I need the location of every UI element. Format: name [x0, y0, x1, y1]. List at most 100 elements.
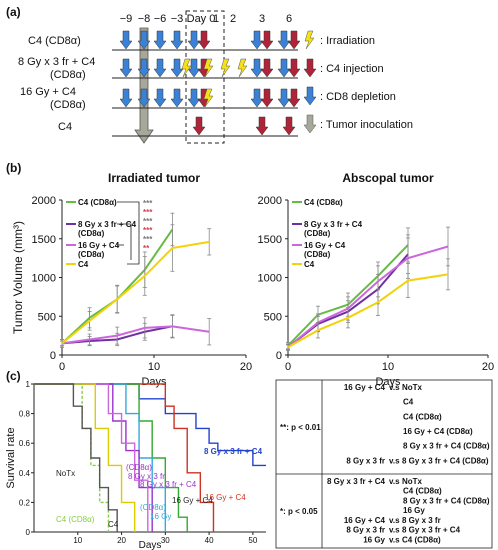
legend-label: C4 (CD8α) — [78, 198, 117, 207]
comparison-group: 16 Gy + C4 — [344, 383, 386, 392]
y-tick-label: 500 — [264, 311, 282, 323]
comparison-group: 16 Gy + C4 — [344, 516, 386, 525]
comparison-vs: v.s — [389, 477, 400, 486]
table-border — [275, 379, 493, 549]
y-tick-label: 1000 — [258, 273, 282, 285]
cd8-depletion-arrow — [137, 30, 151, 50]
significance-stars: *** — [143, 235, 153, 244]
cd8-depletion-arrow — [170, 58, 184, 78]
series-line-3 — [61, 240, 210, 345]
significance-level: *: p < 0.05 — [280, 507, 318, 516]
chart-title: Abscopal tumor — [342, 171, 434, 185]
x-tick-label: 20 — [482, 361, 494, 373]
significance-stars: *** — [143, 226, 153, 235]
schedule-row-label: C4 — [58, 121, 72, 133]
x-tick-label: 10 — [148, 361, 160, 373]
series-line-3 — [287, 273, 449, 349]
comparison-vs: v.s — [389, 383, 400, 392]
schedule-legend-label: : CD8 depletion — [320, 91, 396, 103]
cd8-depletion-arrow — [119, 30, 133, 50]
x-tick-label: 10 — [382, 361, 394, 373]
y-tick-label: 0 — [276, 350, 282, 362]
panel-a-label: (a) — [6, 5, 21, 19]
comparison-target: 16 Gy + C4 (CD8α) — [403, 427, 473, 436]
x-axis-label: Days — [375, 376, 401, 388]
comparison-group: 8 Gy x 3 fr + C4 — [327, 477, 386, 486]
chart-title: Irradiated tumor — [108, 171, 200, 185]
c4-injection-arrow — [287, 30, 301, 50]
legend-label-cont: (CD8α) — [304, 250, 331, 259]
day-label: −3 — [171, 13, 184, 25]
day-label: 3 — [259, 13, 265, 25]
cd8-depletion-arrow — [250, 88, 264, 108]
comparison-target: C4 — [403, 398, 414, 407]
x-tick-label: 0 — [285, 361, 291, 373]
tumor-inoculation-legend-arrow — [303, 114, 317, 134]
legend-label-cont: (CD8α) — [304, 229, 331, 238]
survival-curve-label: 16 Gy — [150, 512, 171, 521]
cd8-depletion-arrow — [153, 88, 167, 108]
legend-label: C4 — [78, 260, 89, 269]
survival-chart: 0 0.2 0.4 0.6 0.8 1 10 20 30 40 50 Days Survival rat… — [5, 380, 266, 550]
cd8-depletion-arrow — [153, 58, 167, 78]
cd8-depletion-arrow — [137, 58, 151, 78]
schedule-row-label: 16 Gy + C4 — [20, 86, 76, 98]
series-line-2 — [287, 245, 449, 349]
panel-b-label: (b) — [6, 161, 21, 175]
legend-label: 8 Gy x 3 fr + C4 — [78, 220, 137, 229]
irradiation-icon — [203, 58, 214, 78]
comparison-target: 8 Gy x 3 fr + C4 — [402, 526, 461, 535]
cd8-depletion-arrow — [137, 88, 151, 108]
y-tick-label: 2000 — [258, 195, 282, 207]
schedule-row-label-2: (CD8α) — [50, 69, 86, 81]
comparison-target: 8 Gy x 3 fr — [402, 516, 441, 525]
comparison-group: 8 Gy x 3 fr — [346, 526, 385, 535]
c4-injection-arrow — [197, 30, 211, 50]
irradiation-icon — [237, 58, 248, 78]
survival-curve-5 — [34, 383, 149, 532]
x-axis-label: Days — [139, 540, 162, 550]
day-label: −8 — [138, 13, 151, 25]
survival-curve-label: 16 Gy + C4 — [205, 493, 246, 502]
comparison-vs: v.s — [389, 526, 400, 535]
significance-stars: ** — [143, 244, 150, 253]
survival-curve-label: 8 Gy x 3 fr — [128, 472, 165, 481]
y-tick-label: 1500 — [258, 234, 282, 246]
day0-dashed-box — [185, 10, 225, 144]
schedule-legend-label: : Irradiation — [320, 35, 375, 47]
x-tick-label: 0 — [59, 361, 65, 373]
comparison-target: C4 (CD8α) — [403, 412, 442, 421]
legend-label: 8 Gy x 3 fr + C4 — [304, 220, 363, 229]
x-tick-label: 10 — [73, 536, 82, 545]
day-label: −6 — [154, 13, 167, 25]
y-tick-label: 2000 — [32, 195, 56, 207]
cd8-depletion-arrow — [187, 58, 201, 78]
cd8-depletion-arrow — [277, 58, 291, 78]
survival-curve-label: C4 — [108, 520, 119, 529]
comparison-group: 16 Gy — [363, 535, 385, 544]
significance-stars: *** — [143, 208, 153, 217]
schedule-row-label: 8 Gy x 3 fr + C4 — [18, 56, 95, 68]
cd8-depletion-arrow — [119, 88, 133, 108]
significance-level: **: p < 0.01 — [280, 423, 321, 432]
significance-bracket — [117, 223, 132, 260]
survival-curve-8 — [34, 383, 118, 532]
c4-injection-arrow — [287, 88, 301, 108]
comparison-vs: v.s — [389, 456, 400, 465]
cd8-depletion-arrow — [250, 30, 264, 50]
legend-label-cont: (CD8α) — [78, 250, 105, 259]
y-tick-label: 0.8 — [19, 410, 31, 419]
cd8-depletion-arrow — [170, 88, 184, 108]
comparison-vs: v.s — [389, 516, 400, 525]
c4-injection-arrow — [282, 116, 296, 136]
x-tick-label: 50 — [248, 536, 257, 545]
y-axis-label: Tumor Volume (mm³) — [11, 221, 25, 334]
cd8-depletion-arrow — [277, 30, 291, 50]
panel-a-schedule: −9 −8 −6 −3 Day 01 2 3 6C4 (CD8α)8 Gy x 3 fr + … — [18, 10, 413, 144]
cd8-depletion-arrow — [277, 88, 291, 108]
c4-injection-legend-arrow — [303, 58, 317, 78]
significance-stars: *** — [143, 217, 153, 226]
